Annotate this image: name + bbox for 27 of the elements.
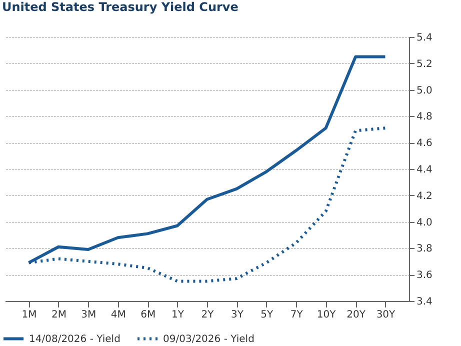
x-tick-label: 5Y: [260, 310, 274, 320]
x-tick-label: 3Y: [230, 310, 244, 320]
x-tick-label: 1M: [22, 310, 37, 320]
y-tick-label: 3.4: [416, 296, 432, 308]
x-tick-label: 2M: [51, 310, 66, 320]
x-tick-label: 4M: [110, 310, 126, 320]
legend-label: 14/08/2026 - Yield: [29, 334, 120, 345]
y-tick-label: 3.6: [416, 270, 432, 282]
x-tick-label: 6M: [140, 310, 156, 320]
x-tick-label: 20Y: [346, 310, 366, 320]
legend-label: 09/03/2026 - Yield: [163, 334, 254, 345]
x-tick-label: 2Y: [201, 310, 215, 320]
y-tick-label: 4.8: [416, 112, 432, 123]
y-tick-label: 4.6: [416, 138, 432, 150]
y-tick-label: 5.0: [416, 85, 432, 96]
y-tick-label: 5.4: [416, 32, 432, 44]
y-tick-label: 4.4: [416, 164, 432, 176]
x-tick-label: 1Y: [172, 310, 185, 320]
x-tick-label: 3M: [81, 310, 96, 320]
y-tick-label: 4.2: [416, 190, 432, 202]
x-tick-label: 30Y: [376, 310, 396, 320]
chart-title: United States Treasury Yield Curve: [2, 0, 238, 14]
y-tick-label: 3.8: [416, 244, 432, 255]
y-tick-label: 4.0: [416, 217, 432, 228]
x-tick-label: 10Y: [316, 310, 337, 320]
x-tick-label: 7Y: [290, 310, 304, 320]
y-tick-label: 5.2: [416, 58, 432, 70]
